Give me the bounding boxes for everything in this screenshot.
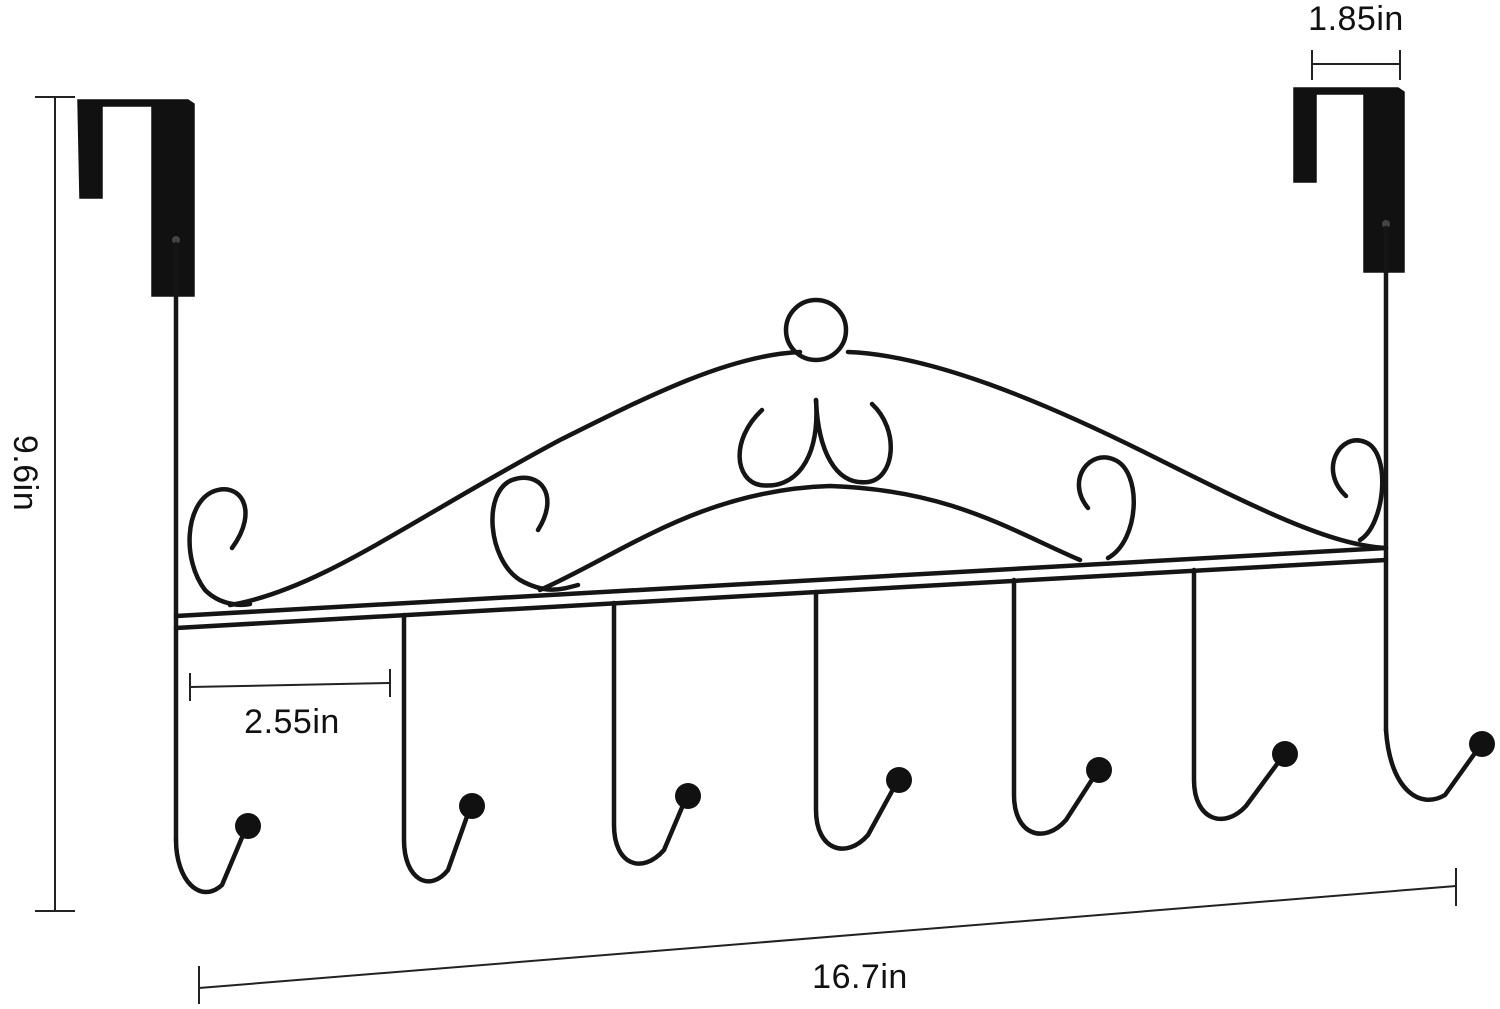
hook-7 (1383, 727, 1495, 802)
wire-frame (173, 225, 1389, 843)
left-door-bracket (77, 99, 195, 297)
hook-5 (1011, 577, 1112, 836)
hook-2 (401, 612, 485, 884)
bracket-width-label: 1.85in (1308, 0, 1404, 38)
height-dimension: 9.6in (6, 96, 75, 912)
right-door-bracket (1293, 87, 1405, 273)
hook-4 (813, 589, 912, 851)
hook-3 (611, 600, 701, 866)
total-width-label: 16.7in (812, 958, 908, 996)
bracket-width-dimension: 1.85in (1308, 0, 1404, 80)
total-width-dimension: 16.7in (198, 868, 1457, 1004)
hook-1 (173, 813, 261, 895)
height-label: 9.6in (6, 435, 44, 511)
hook-spacing-dimension: 2.55in (189, 669, 391, 741)
hooks (173, 567, 1495, 895)
hook-6 (1191, 567, 1298, 822)
hook-spacing-label: 2.55in (244, 703, 340, 741)
